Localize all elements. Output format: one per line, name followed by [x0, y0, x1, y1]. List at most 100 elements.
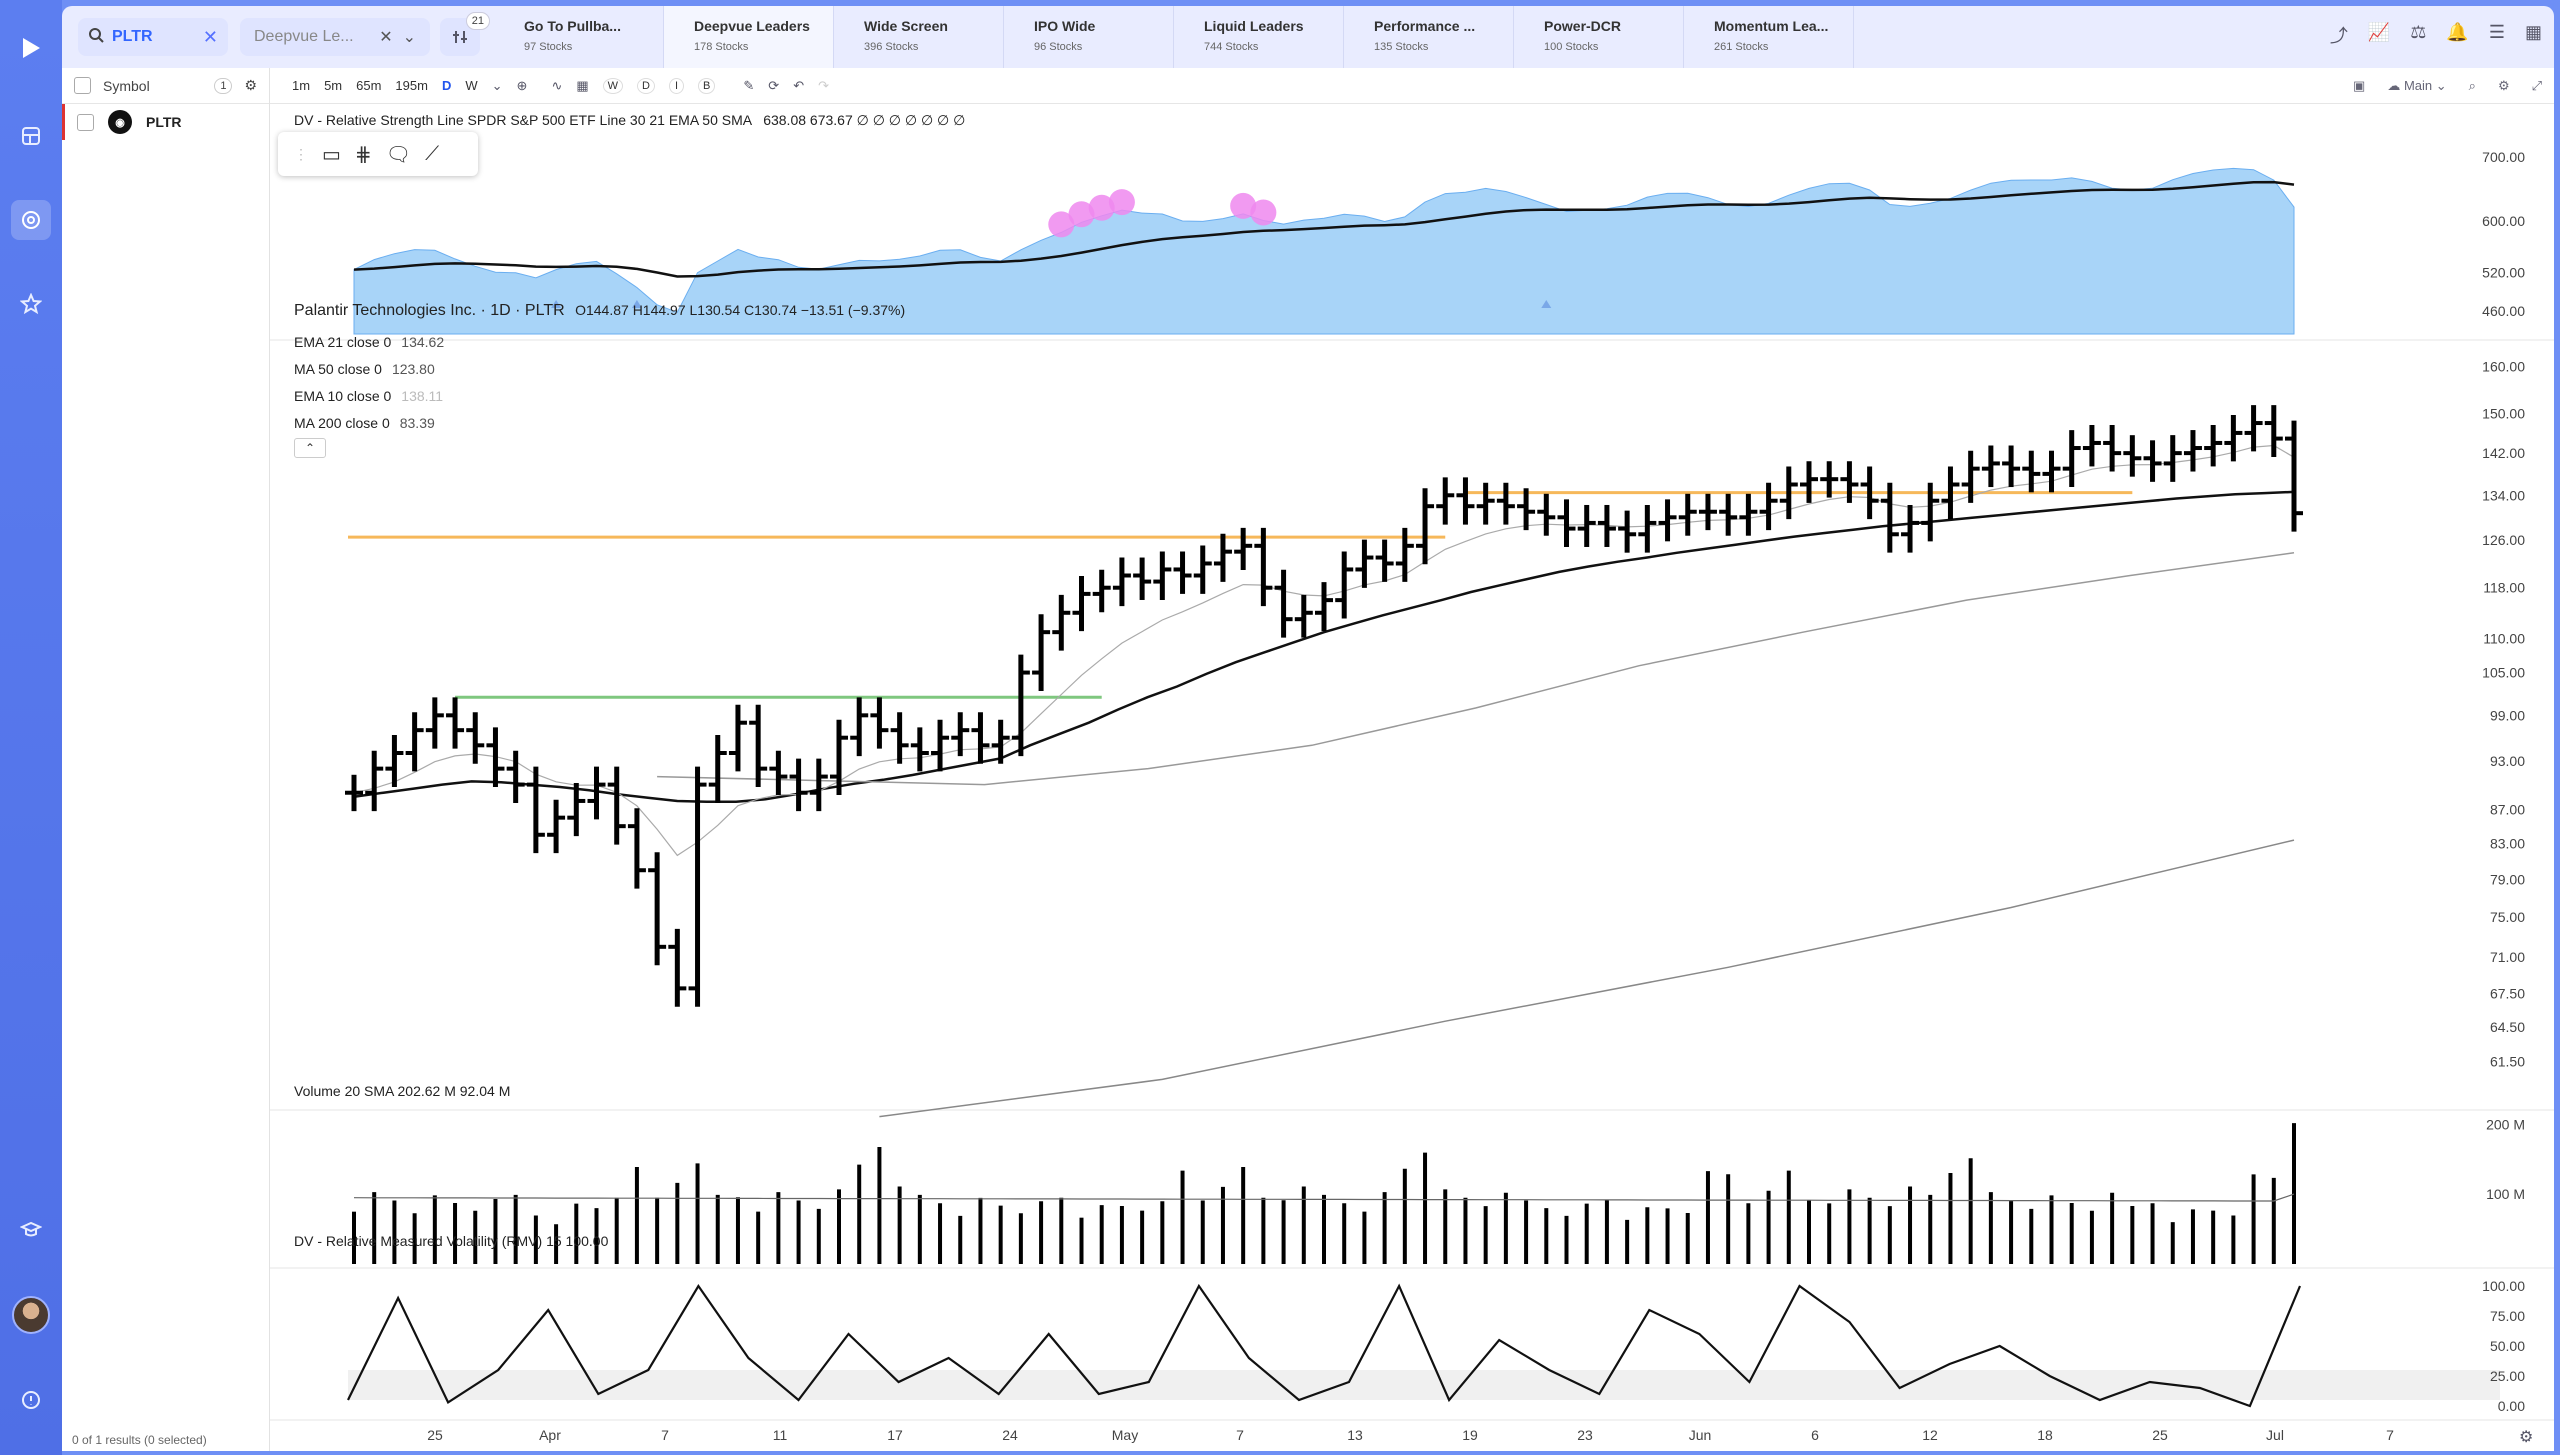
rs-new-high-marker — [1048, 211, 1075, 238]
indicator-label: EMA 10 close 0 — [294, 388, 392, 404]
clear-icon[interactable]: ✕ — [379, 29, 393, 46]
x-tick-label: May — [1112, 1427, 1138, 1443]
price-tick-label: 71.00 — [2490, 949, 2525, 965]
tf-65m[interactable]: 65m — [356, 78, 382, 93]
row-checkbox[interactable] — [77, 113, 94, 131]
clear-search-icon[interactable]: ✕ — [202, 26, 218, 47]
chevron-down-icon[interactable]: ⌄ — [402, 29, 416, 46]
x-tick-label: 23 — [1577, 1427, 1593, 1443]
view-w-button[interactable]: W — [602, 77, 624, 94]
share-icon[interactable]: ⤴ — [2329, 26, 2348, 46]
watchlist-tab[interactable]: IPO Wide 96 Stocks — [1004, 6, 1174, 68]
price-tick-label: 93.00 — [2490, 753, 2525, 769]
rs-line-values: 638.08 673.67 ∅ ∅ ∅ ∅ ∅ ∅ ∅ — [763, 112, 966, 128]
watchlist-tab[interactable]: Power-DCR 100 Stocks — [1514, 6, 1684, 68]
volume-legend: Volume 20 SMA 202.62 M 92.04 M — [294, 1083, 511, 1099]
collapse-legend-button[interactable]: ⌃ — [294, 438, 326, 458]
view-d-button[interactable]: D — [637, 77, 655, 94]
ma200-line — [879, 839, 2295, 1118]
star-icon[interactable] — [11, 284, 51, 324]
watchlist-tab[interactable]: Deepvue Leaders 178 Stocks — [664, 6, 834, 68]
rmv-tick-label: 25.00 — [2490, 1368, 2525, 1384]
drawing-toolbar: ⋮ ▭ ⋕ 🗨 ⟋ — [278, 132, 478, 176]
line-tool-icon[interactable]: ⟋ — [425, 142, 440, 165]
user-avatar[interactable] — [12, 1296, 50, 1334]
search-input[interactable]: PLTR — [112, 28, 153, 45]
eraser-icon[interactable]: ✎ — [743, 77, 755, 93]
compare-icon[interactable]: ⊕ — [516, 77, 528, 93]
layout-icon[interactable]: ▣ — [2353, 77, 2366, 93]
settings-icon[interactable]: ⚙ — [244, 77, 257, 93]
help-icon[interactable] — [11, 1380, 51, 1420]
tf-1m[interactable]: 1m — [292, 78, 311, 93]
select-all-checkbox[interactable] — [74, 77, 91, 94]
price-tick-label: 83.00 — [2490, 835, 2525, 851]
rs-line-label: DV - Relative Strength Line SPDR S&P 500… — [294, 112, 752, 128]
watchlist-tab[interactable]: Liquid Leaders 744 Stocks — [1174, 6, 1344, 68]
chart-settings-icon[interactable]: ⚙ — [2497, 77, 2510, 93]
price-chart[interactable]: 160.00150.00142.00134.00126.00118.00110.… — [270, 104, 2554, 1451]
bell-icon[interactable]: 🔔 — [2446, 22, 2469, 42]
view-i-button[interactable]: I — [668, 77, 685, 94]
x-tick-label: 18 — [2037, 1427, 2053, 1443]
filter-count-badge: 21 — [465, 12, 490, 30]
refresh-icon[interactable]: ⟳ — [768, 77, 780, 93]
watchlist-select[interactable]: Deepvue Le... ✕ ⌄ — [240, 18, 430, 56]
indicator-label: MA 50 close 0 — [294, 361, 382, 377]
watchlist-tab[interactable]: Momentum Lea... 261 Stocks — [1684, 6, 1854, 68]
graduation-cap-icon[interactable] — [11, 1210, 51, 1250]
x-tick-label: Jun — [1689, 1427, 1712, 1443]
tab-title: Wide Screen — [864, 18, 948, 34]
symbol-row[interactable]: ◉ PLTR — [62, 104, 269, 140]
tf-195m[interactable]: 195m — [395, 78, 428, 93]
rectangle-tool-icon[interactable]: ▭ — [322, 143, 341, 166]
tf-w[interactable]: W — [465, 78, 478, 93]
indicators-icon[interactable]: ∿ — [551, 77, 563, 93]
x-tick-label: 12 — [1922, 1427, 1938, 1443]
watchlist-tab[interactable]: Performance ... 135 Stocks — [1344, 6, 1514, 68]
symbol-search[interactable]: PLTR ✕ — [78, 18, 228, 56]
templates-icon[interactable]: ▦ — [576, 77, 589, 93]
note-tool-icon[interactable]: 🗨 — [385, 143, 412, 166]
indicator-value: 83.39 — [399, 415, 435, 431]
tab-count: 97 Stocks — [524, 41, 573, 53]
layout-select[interactable]: ☁ Main ⌄ — [2387, 77, 2447, 93]
play-logo-icon[interactable] — [11, 28, 51, 68]
zoom-icon[interactable]: ⌕ — [2468, 77, 2476, 93]
tf-d[interactable]: D — [441, 78, 452, 93]
filter-button[interactable]: 21 — [440, 12, 490, 56]
rmv-tick-label: 75.00 — [2490, 1308, 2525, 1324]
fib-tool-icon[interactable]: ⋕ — [354, 143, 372, 166]
watchlist-tab[interactable]: Wide Screen 396 Stocks — [834, 6, 1004, 68]
rs-signal-marker — [1541, 300, 1552, 308]
price-tick-label: 79.00 — [2490, 871, 2525, 887]
tab-count: 96 Stocks — [1034, 41, 1083, 53]
fullscreen-icon[interactable]: ⤢ — [2531, 77, 2542, 93]
price-tick-label: 118.00 — [2483, 580, 2525, 596]
chevron-down-icon[interactable]: ⌄ — [491, 77, 503, 93]
tab-title: Momentum Lea... — [1714, 18, 1829, 34]
scanner-icon[interactable] — [11, 200, 51, 240]
x-tick-label: 24 — [1002, 1427, 1018, 1443]
indicator-label: MA 200 close 0 — [294, 415, 390, 431]
watchlist-tab[interactable]: Go To Pullba... 97 Stocks — [494, 6, 664, 68]
app-rail — [0, 0, 62, 1455]
grid-icon[interactable] — [11, 116, 51, 156]
x-tick-label: 6 — [1811, 1427, 1819, 1443]
list-icon[interactable]: ☰ — [2488, 22, 2505, 42]
scale-icon[interactable]: ⚖ — [2410, 22, 2427, 42]
symbol-column-header[interactable]: Symbol — [103, 77, 150, 94]
layout-icon[interactable]: ▦ — [2524, 22, 2542, 42]
x-tick-label: 7 — [661, 1427, 669, 1443]
redo-icon[interactable]: ↷ — [818, 77, 830, 93]
price-tick-label: 134.00 — [2482, 487, 2525, 503]
view-b-button[interactable]: B — [698, 77, 716, 94]
drag-handle-icon[interactable]: ⋮ — [294, 145, 308, 162]
price-tick-label: 126.00 — [2482, 532, 2525, 548]
tab-title: IPO Wide — [1034, 18, 1096, 34]
toolbar-right: ▣ ☁ Main ⌄ ⌕ ⚙ ⤢ — [2353, 78, 2542, 94]
undo-icon[interactable]: ↶ — [793, 77, 805, 93]
chart-icon[interactable]: 📈 — [2367, 22, 2391, 42]
tf-5m[interactable]: 5m — [324, 78, 343, 93]
axis-settings-icon[interactable]: ⚙ — [2519, 1429, 2533, 1446]
